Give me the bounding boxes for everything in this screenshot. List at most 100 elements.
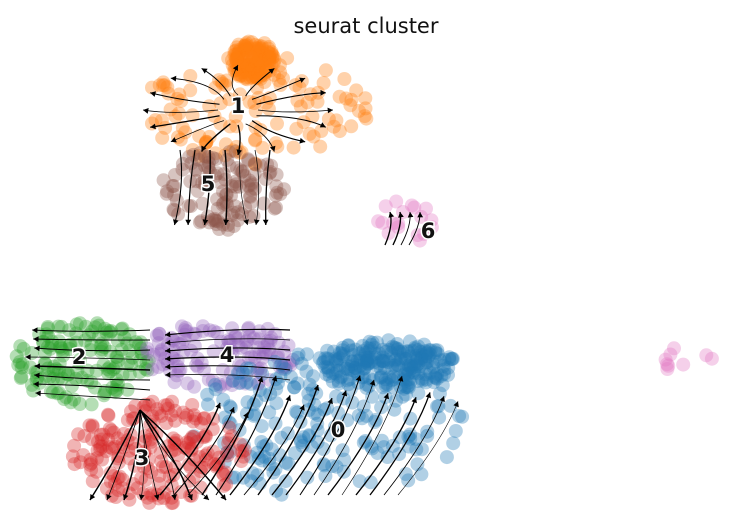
cell-point-cluster-5 (175, 162, 190, 177)
cell-point-cluster-2 (30, 370, 44, 385)
cell-point-cluster-2 (68, 371, 83, 386)
cell-point-cluster-4 (231, 338, 246, 353)
cell-point-cluster-2 (54, 341, 69, 356)
streamline-arrowhead (407, 212, 414, 218)
cell-point-cluster-0 (441, 367, 455, 382)
cell-point-cluster-1 (302, 126, 317, 141)
cell-point-cluster-1 (288, 78, 303, 93)
cell-point-cluster-4 (242, 329, 257, 344)
streamline (257, 384, 319, 496)
cell-point-cluster-0 (375, 353, 390, 368)
cell-point-cluster-1 (256, 45, 270, 60)
cell-point-cluster-3 (101, 407, 115, 422)
streamline (239, 149, 248, 226)
cell-point-cluster-0 (425, 356, 440, 371)
cell-point-cluster-5 (267, 201, 282, 216)
cell-point-cluster-2 (62, 342, 77, 356)
cell-point-cluster-3 (142, 495, 157, 510)
cell-point-cluster-5 (224, 179, 239, 194)
cell-point-cluster-0 (304, 439, 319, 454)
cell-point-cluster-0 (363, 475, 378, 490)
cell-point-cluster-2 (122, 367, 137, 382)
cell-point-cluster-4 (252, 332, 266, 347)
cell-point-cluster-0 (373, 370, 388, 385)
cell-point-cluster-1 (156, 75, 171, 90)
cell-point-cluster-1 (240, 66, 255, 81)
cell-point-cluster-0 (359, 353, 374, 368)
cell-point-cluster-1 (240, 38, 255, 53)
cell-point-cluster-1 (227, 47, 242, 62)
cell-point-cluster-1 (221, 51, 236, 66)
cell-point-cluster-2 (108, 382, 123, 397)
cell-point-cluster-0 (290, 350, 305, 365)
cell-point-cluster-3 (95, 452, 109, 467)
cell-point-cluster-0 (307, 397, 322, 412)
cell-point-cluster-2 (110, 333, 125, 348)
cell-point-cluster-4 (270, 350, 285, 365)
streamline-arrowhead (253, 219, 260, 225)
cell-point-cluster-3 (140, 490, 155, 505)
cell-point-cluster-2 (83, 343, 98, 358)
cell-point-cluster-3 (150, 487, 165, 502)
cell-point-cluster-3 (209, 459, 224, 474)
cell-point-cluster-0 (432, 410, 447, 425)
cell-point-cluster-0 (287, 380, 302, 395)
streamline (34, 347, 151, 352)
cell-point-cluster-0 (358, 347, 373, 362)
cell-point-cluster-0 (344, 359, 359, 374)
streamline (383, 395, 445, 496)
cell-point-cluster-0 (291, 347, 306, 362)
cell-point-cluster-0 (357, 361, 372, 376)
cell-point-cluster-5 (226, 205, 241, 220)
cell-point-cluster-2 (43, 384, 58, 399)
cell-point-cluster-3 (153, 445, 168, 460)
cell-point-cluster-0 (346, 348, 360, 363)
cell-point-cluster-0 (408, 359, 423, 374)
cell-point-cluster-0 (333, 370, 348, 385)
cell-point-cluster-2 (62, 338, 77, 353)
streamline (164, 374, 291, 381)
cell-point-cluster-0 (321, 364, 336, 378)
cell-point-cluster-5 (247, 157, 262, 172)
cell-point-cluster-5 (268, 188, 283, 203)
cell-point-cluster-1 (273, 78, 288, 92)
streamline-arrowhead (35, 390, 41, 397)
cell-point-cluster-0 (384, 346, 399, 361)
cell-point-cluster-1 (175, 120, 190, 135)
cell-point-cluster-0 (357, 355, 372, 369)
cell-point-cluster-0 (427, 370, 442, 385)
cell-point-cluster-0 (455, 409, 470, 424)
cell-point-cluster-1 (262, 39, 276, 54)
cell-point-cluster-2 (63, 395, 78, 410)
cell-point-cluster-0 (336, 348, 350, 363)
streamline (201, 376, 263, 496)
cell-point-cluster-1 (255, 55, 270, 70)
cell-point-cluster-3 (150, 402, 165, 417)
cell-point-cluster-3 (93, 442, 108, 457)
cell-point-cluster-0 (375, 380, 390, 395)
cell-point-cluster-1 (212, 73, 227, 88)
cell-point-cluster-2 (115, 321, 130, 336)
cell-point-cluster-0 (367, 355, 382, 370)
cell-point-cluster-5 (235, 164, 250, 179)
cell-point-cluster-3 (93, 439, 108, 454)
cell-point-cluster-0 (390, 337, 405, 351)
streamline-arrowhead (397, 375, 404, 382)
cell-point-cluster-0 (411, 366, 426, 381)
cell-point-cluster-0 (355, 411, 370, 426)
cell-point-cluster-1 (199, 135, 214, 149)
cell-point-cluster-0 (401, 358, 416, 373)
cell-point-cluster-0 (250, 445, 265, 460)
cell-point-cluster-1 (257, 75, 272, 90)
cell-point-cluster-0 (208, 377, 222, 392)
cell-point-cluster-2 (51, 319, 66, 334)
cell-point-cluster-0 (400, 380, 415, 395)
cell-point-cluster-5 (210, 166, 225, 181)
cell-point-cluster-0 (374, 433, 389, 448)
cell-point-cluster-4 (174, 336, 189, 351)
cell-point-cluster-2 (133, 341, 148, 356)
cell-point-cluster-0 (418, 367, 433, 382)
cell-point-cluster-0 (420, 428, 435, 443)
cell-point-cluster-0 (368, 346, 383, 361)
cell-point-cluster-5 (244, 177, 259, 192)
